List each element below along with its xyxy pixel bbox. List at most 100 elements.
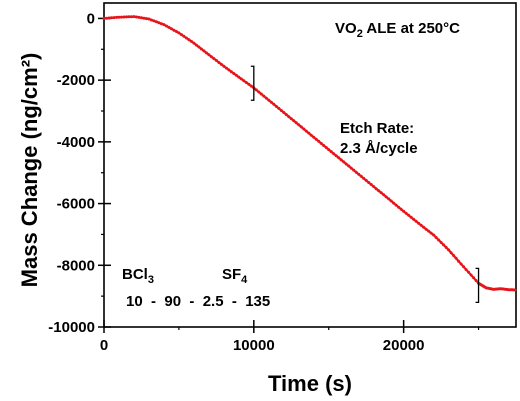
annotation-bcl3-main: BCl — [122, 266, 148, 283]
data-point — [299, 125, 303, 129]
annotation-etch-rate-value: 2.3 Å/cycle — [340, 140, 418, 157]
data-point — [214, 59, 218, 62]
annotation-title-rest: ALE at 250°C — [363, 20, 460, 37]
data-point — [182, 34, 186, 38]
data-point — [322, 144, 326, 147]
data-point — [367, 181, 371, 184]
data-point — [297, 123, 301, 127]
annotation-title-main: VO — [335, 20, 357, 37]
data-point — [429, 231, 433, 235]
data-point — [432, 233, 436, 237]
data-point — [344, 162, 348, 166]
data-point — [474, 279, 478, 282]
data-point — [377, 189, 381, 193]
y-axis-title: Mass Change (ng/cm²) — [17, 53, 42, 288]
data-point — [212, 57, 216, 61]
data-point — [357, 172, 361, 176]
annotation-sf4-main: SF — [222, 266, 241, 283]
data-point — [409, 215, 413, 219]
annotation-bcl3: BCl3 — [122, 266, 154, 286]
data-point — [434, 236, 438, 239]
data-point — [127, 15, 131, 19]
data-point — [204, 51, 208, 55]
data-point — [279, 109, 283, 112]
data-point — [137, 15, 141, 19]
data-point — [184, 36, 188, 40]
data-point — [452, 254, 456, 257]
data-point — [332, 152, 336, 156]
x-axis: 0 10000 20000 — [100, 320, 480, 354]
data-point — [364, 178, 368, 182]
y-tick-label: -10000 — [48, 319, 95, 336]
data-point — [272, 102, 276, 106]
bracket-marker — [250, 65, 255, 101]
data-point — [439, 241, 443, 244]
data-point — [224, 66, 228, 70]
data-point — [459, 262, 463, 266]
y-tick-label: -8000 — [57, 257, 95, 274]
data-point — [457, 259, 461, 263]
data-point — [419, 223, 423, 227]
data-point — [324, 146, 328, 149]
data-point — [164, 24, 168, 28]
data-point — [314, 137, 318, 141]
data-point — [464, 268, 468, 272]
data-point — [449, 251, 453, 255]
data-point — [242, 79, 246, 83]
data-point — [110, 16, 113, 20]
data-point — [222, 64, 226, 68]
data-point — [115, 15, 118, 19]
data-point — [287, 115, 291, 119]
data-point — [125, 15, 128, 19]
data-point — [329, 150, 333, 154]
data-point — [309, 133, 313, 137]
data-point — [359, 174, 363, 178]
annotation-sequence: 10 - 90 - 2.5 - 135 — [126, 293, 270, 310]
data-point — [387, 197, 391, 201]
data-point — [399, 207, 403, 211]
data-point — [174, 30, 178, 33]
data-point — [374, 187, 378, 191]
x-tick-label: 10000 — [233, 337, 275, 354]
series-points — [102, 15, 517, 292]
data-point — [384, 195, 388, 199]
data-point — [349, 166, 353, 170]
data-point — [284, 113, 288, 117]
data-point — [147, 17, 151, 21]
data-point — [339, 158, 343, 162]
data-point — [362, 176, 366, 180]
data-point — [239, 77, 243, 81]
data-point — [144, 17, 148, 21]
data-point — [397, 205, 401, 209]
data-point — [319, 141, 323, 145]
x-axis-title: Time (s) — [268, 371, 352, 396]
data-point — [259, 92, 263, 96]
data-point — [179, 33, 183, 37]
x-tick-label: 0 — [100, 337, 108, 354]
data-point — [317, 139, 321, 143]
data-point — [112, 16, 116, 20]
annotation-sf4-sub: 4 — [241, 274, 248, 286]
data-point — [167, 25, 171, 29]
data-point — [227, 68, 231, 72]
data-point — [102, 16, 106, 20]
data-point — [244, 81, 248, 84]
data-point — [274, 104, 278, 108]
data-point — [169, 27, 173, 31]
data-point — [262, 94, 266, 98]
data-point — [232, 72, 236, 75]
data-point — [140, 16, 143, 20]
data-point — [219, 62, 223, 66]
data-point — [312, 135, 316, 139]
data-point — [264, 96, 268, 100]
data-point — [199, 47, 203, 51]
data-point — [389, 199, 393, 203]
data-point — [454, 256, 458, 260]
data-point — [135, 15, 138, 19]
data-point — [417, 221, 421, 225]
data-point — [424, 227, 428, 231]
x-tick-label: 20000 — [383, 337, 425, 354]
data-point — [327, 148, 331, 152]
annotation-bcl3-sub: 3 — [148, 274, 154, 286]
